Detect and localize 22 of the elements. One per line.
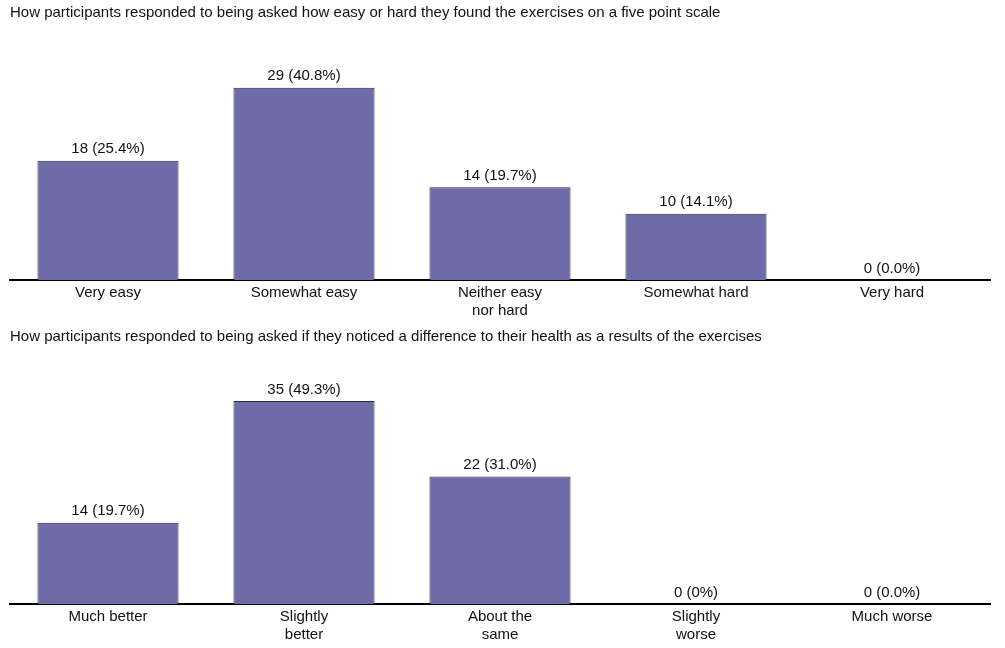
x-tick-label: Neither easy nor hard [457,283,543,319]
x-tick-label: Slightly worse [671,607,721,643]
data-label: 35 (49.3%) [267,379,341,397]
chart-title: How participants responded to being asked if they noticed a difference to their health as a results of the exercises [10,327,762,345]
data-label: 0 (0.0%) [863,582,921,600]
data-label: 0 (0%) [673,582,719,600]
x-tick-label: About the same [467,607,533,643]
x-tick-label: Much worse [851,607,933,625]
x-tick-label: Much better [68,607,148,625]
data-label: 22 (31.0%) [463,455,537,473]
x-tick-label: Somewhat easy [250,283,358,301]
x-tick-label: Very hard [859,283,925,301]
data-label: 14 (19.7%) [463,165,537,183]
data-label: 0 (0.0%) [863,258,921,276]
x-tick-label: Slightly better [279,607,329,643]
data-label: 18 (25.4%) [71,139,145,157]
data-label: 29 (40.8%) [267,66,341,84]
data-label: 14 (19.7%) [71,501,145,519]
chart-title: How participants responded to being asked how easy or hard they found the exercises on a five point scale [10,3,721,21]
x-tick-label: Somewhat hard [643,283,749,301]
data-label: 10 (14.1%) [659,192,733,210]
x-tick-label: Very easy [75,283,142,301]
